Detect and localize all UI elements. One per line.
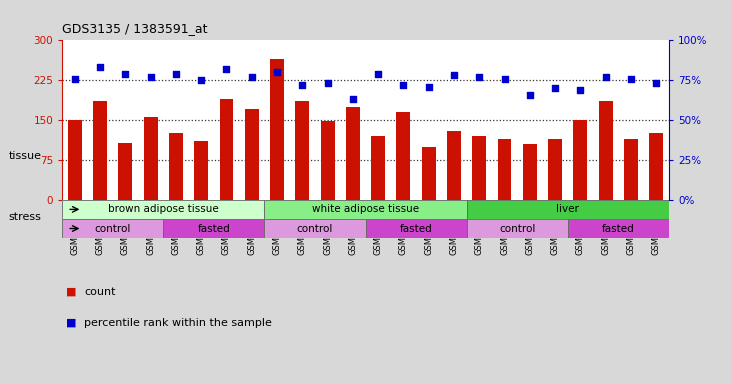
Bar <box>219 99 233 200</box>
FancyBboxPatch shape <box>265 219 366 238</box>
Bar <box>68 119 82 200</box>
Text: ■: ■ <box>66 287 76 297</box>
Point <box>448 72 460 78</box>
Bar <box>396 112 410 200</box>
Bar <box>624 139 638 200</box>
Bar <box>523 144 537 200</box>
Bar <box>321 121 335 200</box>
FancyBboxPatch shape <box>163 219 265 238</box>
Point <box>651 80 662 86</box>
Bar <box>245 109 259 200</box>
Point <box>372 71 384 77</box>
Point <box>499 76 510 82</box>
Text: GDS3135 / 1383591_at: GDS3135 / 1383591_at <box>62 22 208 35</box>
Bar <box>371 136 385 200</box>
Text: control: control <box>94 223 131 233</box>
Point <box>119 71 131 77</box>
Point <box>297 82 308 88</box>
Bar <box>548 139 562 200</box>
Text: ■: ■ <box>66 318 76 328</box>
Point <box>398 82 409 88</box>
Text: control: control <box>297 223 333 233</box>
FancyBboxPatch shape <box>466 219 568 238</box>
Bar <box>472 136 486 200</box>
Bar <box>118 143 132 200</box>
FancyBboxPatch shape <box>62 219 163 238</box>
Bar <box>144 118 158 200</box>
Text: fasted: fasted <box>400 223 433 233</box>
Text: stress: stress <box>9 212 42 222</box>
Bar <box>270 59 284 200</box>
Point <box>271 69 283 75</box>
Bar <box>422 147 436 200</box>
Point <box>474 74 485 80</box>
Point <box>423 83 434 89</box>
Point <box>246 74 257 80</box>
Bar <box>346 107 360 200</box>
FancyBboxPatch shape <box>62 200 265 218</box>
Text: count: count <box>84 287 115 297</box>
Bar <box>295 101 309 200</box>
Text: brown adipose tissue: brown adipose tissue <box>108 204 219 214</box>
Point <box>94 65 106 71</box>
Bar <box>93 101 107 200</box>
Point <box>145 74 156 80</box>
Bar <box>573 120 587 200</box>
FancyBboxPatch shape <box>366 219 466 238</box>
Point <box>69 76 80 82</box>
Point <box>600 74 612 80</box>
Bar <box>599 101 613 200</box>
Point <box>625 76 637 82</box>
Point <box>322 80 333 86</box>
Text: tissue: tissue <box>9 151 42 161</box>
Bar <box>194 141 208 200</box>
Point <box>549 85 561 91</box>
Point <box>575 87 586 93</box>
Text: liver: liver <box>556 204 579 214</box>
Text: percentile rank within the sample: percentile rank within the sample <box>84 318 272 328</box>
Text: control: control <box>499 223 535 233</box>
FancyBboxPatch shape <box>466 200 669 218</box>
Bar <box>169 133 183 200</box>
Point <box>524 91 536 98</box>
Bar <box>498 139 512 200</box>
Point <box>170 71 182 77</box>
Text: white adipose tissue: white adipose tissue <box>312 204 419 214</box>
Text: fasted: fasted <box>602 223 635 233</box>
Bar <box>447 131 461 200</box>
FancyBboxPatch shape <box>568 219 669 238</box>
Text: fasted: fasted <box>197 223 230 233</box>
Point <box>195 77 207 83</box>
Bar <box>649 133 663 200</box>
Point <box>347 96 359 103</box>
Point <box>221 66 232 72</box>
FancyBboxPatch shape <box>265 200 466 218</box>
